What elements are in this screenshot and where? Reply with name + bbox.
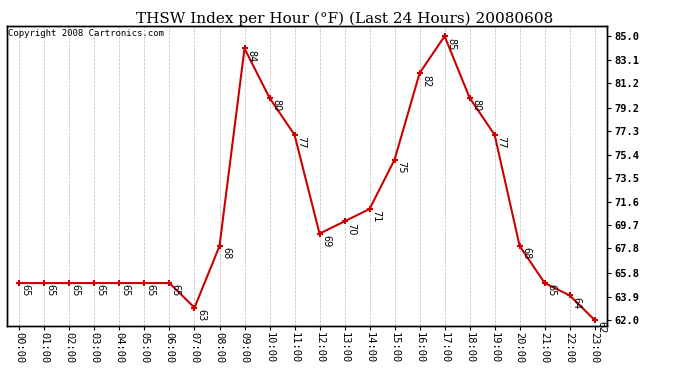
Text: 65: 65 <box>71 284 81 297</box>
Text: 85: 85 <box>446 38 456 50</box>
Text: 80: 80 <box>471 99 481 111</box>
Text: 64: 64 <box>571 297 581 309</box>
Text: 63: 63 <box>196 309 206 321</box>
Text: 70: 70 <box>346 223 356 235</box>
Text: 65: 65 <box>121 284 131 297</box>
Text: 65: 65 <box>171 284 181 297</box>
Text: Copyright 2008 Cartronics.com: Copyright 2008 Cartronics.com <box>8 29 164 38</box>
Text: 65: 65 <box>96 284 106 297</box>
Text: 69: 69 <box>321 235 331 247</box>
Text: 75: 75 <box>396 161 406 174</box>
Text: 80: 80 <box>271 99 281 111</box>
Text: THSW Index per Hour (°F) (Last 24 Hours) 20080608: THSW Index per Hour (°F) (Last 24 Hours)… <box>137 11 553 26</box>
Text: 65: 65 <box>21 284 31 297</box>
Text: 62: 62 <box>596 321 606 334</box>
Text: 65: 65 <box>46 284 56 297</box>
Text: 68: 68 <box>521 248 531 259</box>
Text: 68: 68 <box>221 248 231 259</box>
Text: 84: 84 <box>246 50 256 62</box>
Text: 65: 65 <box>146 284 156 297</box>
Text: 82: 82 <box>421 75 431 87</box>
Text: 71: 71 <box>371 210 381 223</box>
Text: 77: 77 <box>296 136 306 149</box>
Text: 77: 77 <box>496 136 506 149</box>
Text: 65: 65 <box>546 284 556 297</box>
